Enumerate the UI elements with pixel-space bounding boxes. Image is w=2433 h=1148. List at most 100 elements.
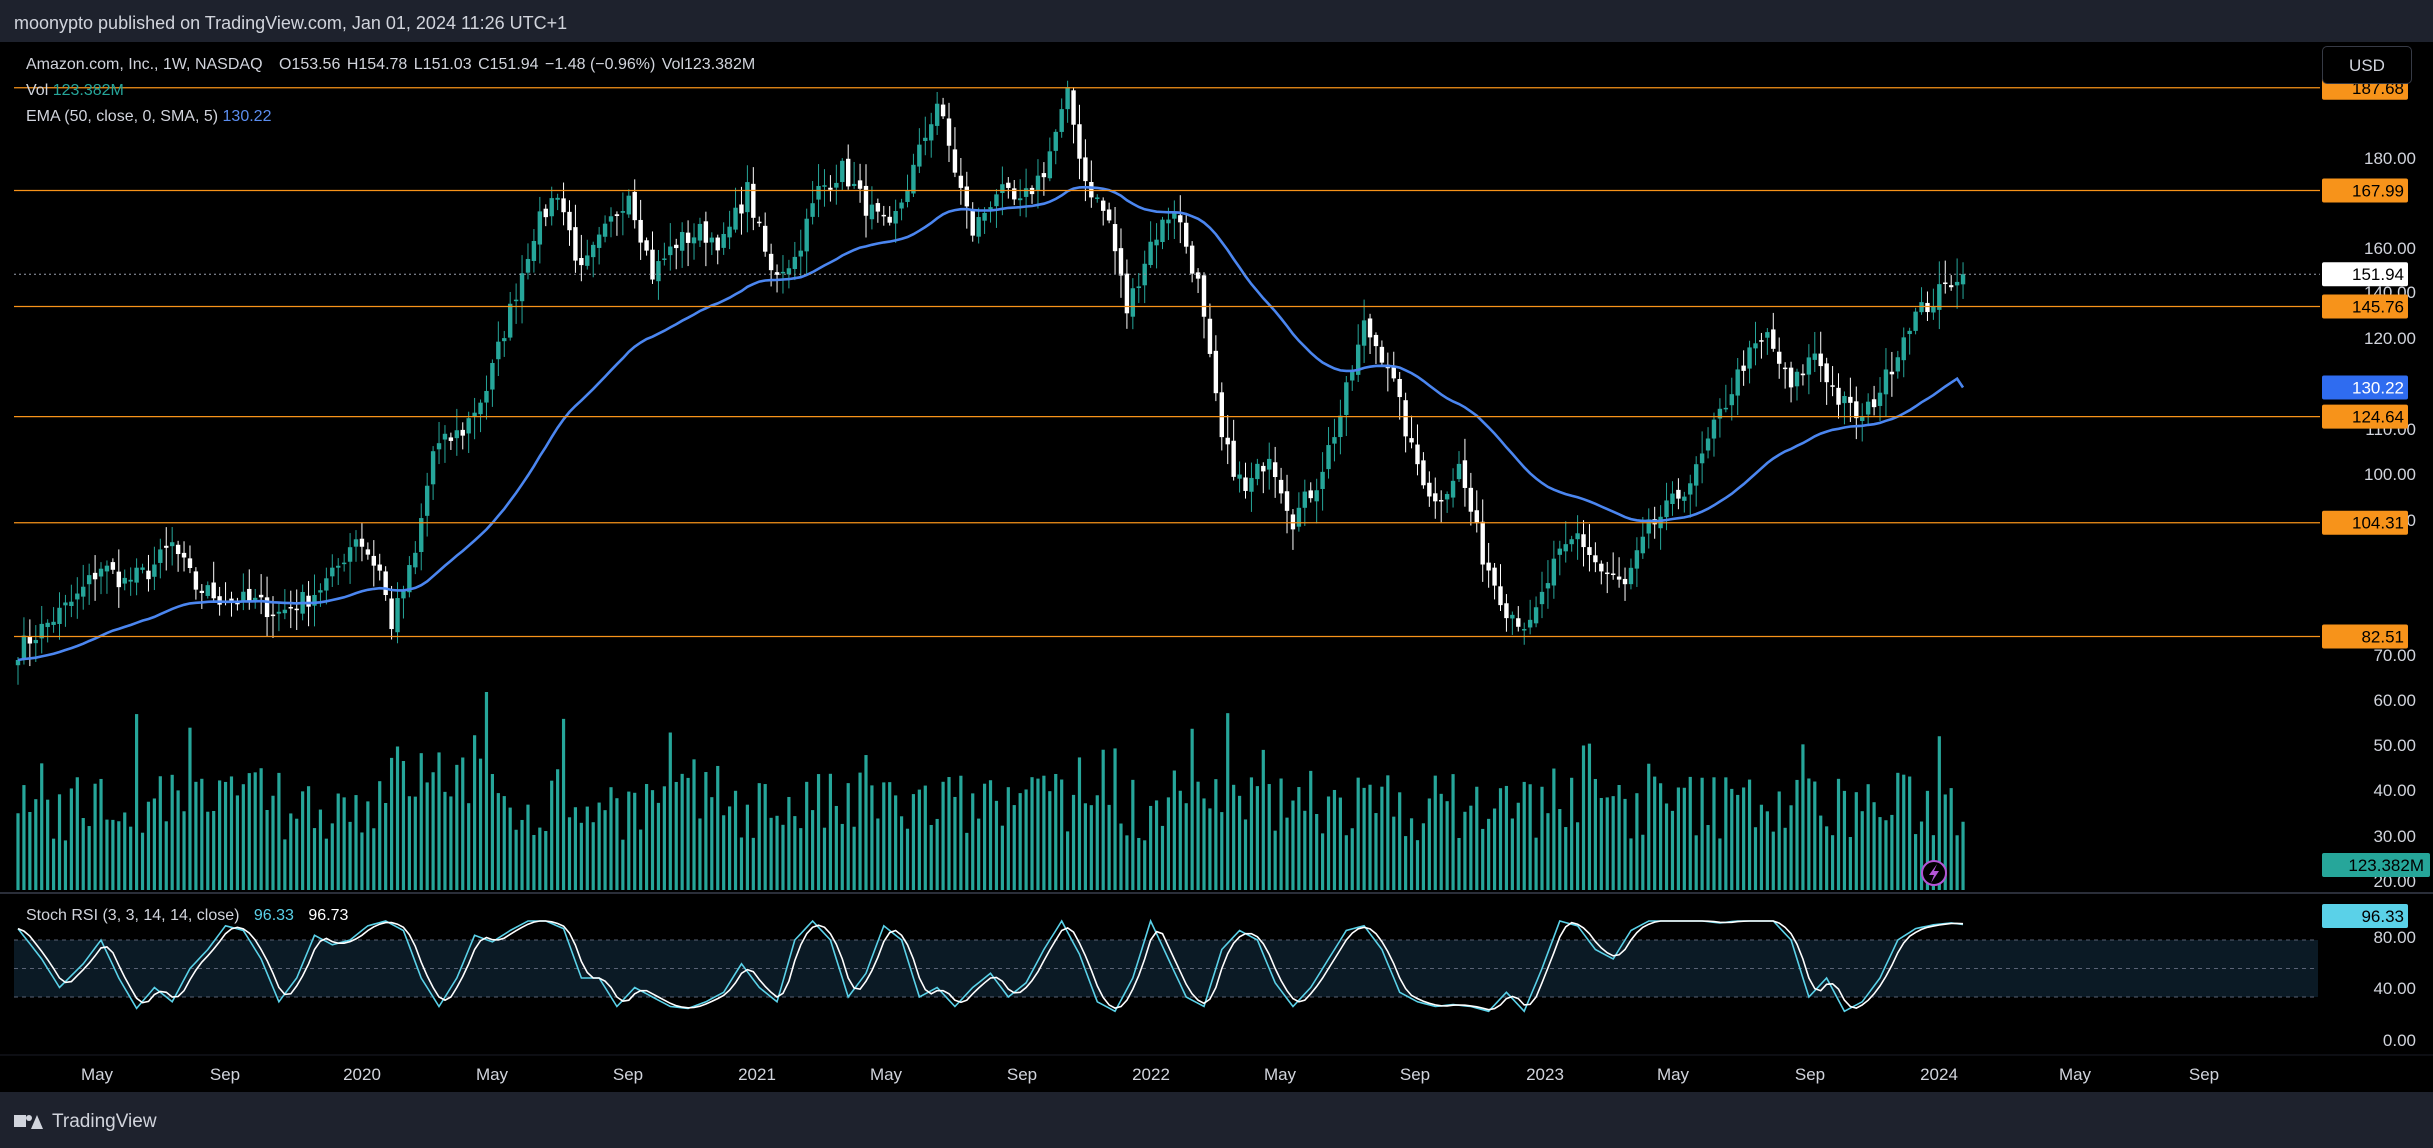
brand-name: TradingView <box>52 1111 157 1132</box>
last-price-badge <box>2322 262 2408 287</box>
candle <box>1444 494 1450 500</box>
candle <box>45 622 50 628</box>
volume-bar <box>840 823 844 890</box>
volume-bar <box>467 803 471 890</box>
level-label: 145.76 <box>2352 297 2404 316</box>
volume-bar <box>834 805 838 890</box>
volume-label: Vol <box>26 82 49 99</box>
volume-bar <box>1202 798 1206 890</box>
volume-bar <box>1237 795 1242 890</box>
candle <box>318 590 323 593</box>
candle <box>596 234 602 248</box>
candle <box>905 190 910 202</box>
candle <box>662 258 667 260</box>
volume-group <box>16 692 1965 890</box>
candle <box>1925 302 1930 313</box>
candle <box>1397 378 1402 398</box>
candle <box>674 244 679 249</box>
volume-bar <box>277 772 281 890</box>
candle <box>1314 490 1319 502</box>
footer-brand[interactable]: TradingView <box>14 1108 157 1136</box>
candle <box>1634 550 1640 569</box>
volume-bar <box>965 832 969 890</box>
volume-bar <box>982 783 987 890</box>
candle <box>1622 578 1628 585</box>
chart-frame[interactable] <box>0 42 2433 1092</box>
candle <box>33 639 38 644</box>
price-tick-label: 50.00 <box>2373 736 2416 755</box>
volume-bar <box>46 799 50 890</box>
candle <box>1593 555 1598 563</box>
volume-bar <box>395 746 400 890</box>
candle <box>1225 437 1230 445</box>
candle <box>1480 521 1485 565</box>
time-tick-label: May <box>81 1065 114 1084</box>
candle <box>1474 510 1479 524</box>
candle <box>1842 396 1847 404</box>
candle <box>816 185 821 200</box>
candle <box>1504 603 1509 619</box>
candle <box>330 567 335 577</box>
candle <box>258 594 264 598</box>
volume-bar <box>1653 776 1657 890</box>
volume-bar <box>644 784 649 890</box>
candle <box>1889 371 1895 375</box>
volume-bar <box>1896 772 1900 890</box>
candle <box>531 240 537 261</box>
currency-button[interactable]: USD <box>2322 46 2412 84</box>
volume-row: Vol 123.382M <box>26 78 755 104</box>
candle <box>116 571 122 588</box>
candle <box>401 590 406 599</box>
candle <box>1249 477 1254 492</box>
candle <box>585 255 590 266</box>
volume-bar <box>751 837 755 890</box>
time-tick-label: May <box>870 1065 903 1084</box>
candle <box>1943 282 1948 285</box>
candle <box>359 538 365 547</box>
ema-value: 130.22 <box>222 108 272 125</box>
candle <box>181 552 187 558</box>
volume-bar <box>57 794 62 890</box>
candle <box>1237 474 1242 479</box>
candle <box>579 258 584 266</box>
volume-bar <box>923 785 927 890</box>
volume-bar <box>994 800 999 890</box>
candle <box>804 218 809 252</box>
open-value: O153.56 <box>278 56 341 73</box>
volume-bar <box>1030 777 1034 890</box>
candle <box>976 217 981 237</box>
candle <box>63 602 68 606</box>
candle <box>958 175 964 188</box>
bolt-icon <box>1929 864 1939 883</box>
volume-bar <box>182 811 186 890</box>
candle <box>1854 401 1859 419</box>
candle <box>175 544 181 555</box>
candle <box>1788 367 1794 388</box>
volume-bar <box>283 839 287 890</box>
candle <box>513 299 519 302</box>
candle <box>241 591 246 603</box>
level-badge <box>2322 178 2408 203</box>
volume-bar <box>508 807 512 890</box>
volume-bar <box>1860 811 1864 890</box>
candle <box>1824 363 1829 383</box>
candle <box>1178 215 1183 223</box>
candle <box>264 597 270 618</box>
candle <box>21 635 27 660</box>
volume-bar <box>603 810 607 890</box>
volume-bar <box>1048 791 1052 890</box>
candle <box>887 216 892 223</box>
candle <box>1682 496 1687 501</box>
volume-bar <box>1326 796 1331 890</box>
volume-bar <box>1961 821 1965 890</box>
candle <box>276 611 282 614</box>
volume-bar <box>1902 774 1906 890</box>
candle <box>1937 284 1942 310</box>
candle <box>994 194 999 207</box>
candle <box>1830 385 1835 387</box>
volume-bar <box>1463 811 1467 890</box>
volume-bar <box>253 772 257 890</box>
candle <box>1693 464 1699 486</box>
candle <box>721 233 726 248</box>
